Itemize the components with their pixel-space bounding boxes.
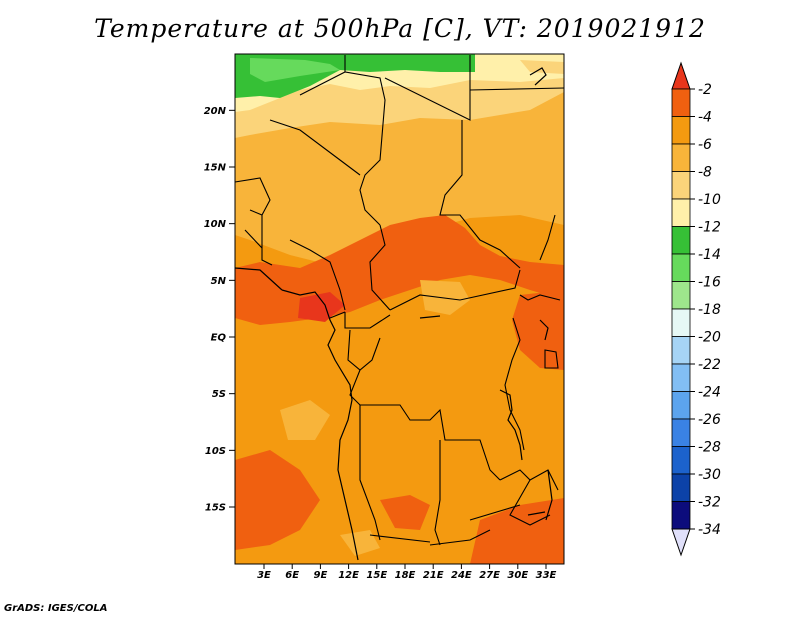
colorbar-label: -12 (698, 220, 721, 236)
colorbar-label: -20 (698, 330, 721, 346)
colorbar-label: -2 (698, 82, 712, 98)
lat-label: 15N (204, 162, 227, 173)
lon-label: 9E (314, 570, 328, 581)
colorbar-swatch (671, 446, 691, 475)
colorbar-swatch (671, 363, 691, 392)
zone-minus-2 (298, 292, 345, 322)
colorbar-label: -24 (698, 385, 721, 401)
colorbar-label: -26 (698, 412, 721, 428)
colorbar-swatch (671, 253, 691, 282)
lon-label: 15E (366, 570, 387, 581)
colorbar-legend: -2 -4 -6 -8 -10 -12 -14 -16 -18 -20 -22 -24 -26 -28 -3… (671, 61, 721, 557)
country-borders (234, 55, 565, 546)
zone-minus-4-se (470, 498, 564, 564)
temperature-field (235, 54, 564, 564)
colorbar-label: -14 (698, 247, 721, 263)
colorbar-label: -28 (698, 440, 721, 456)
colorbar-swatch (671, 281, 691, 310)
lat-label: 10S (205, 446, 226, 457)
lon-label: 27E (479, 570, 500, 581)
colorbar-top-arrow (671, 61, 691, 90)
colorbar-label: -34 (698, 522, 721, 538)
colorbar-label: -22 (698, 357, 721, 373)
colorbar-swatch (671, 88, 691, 117)
colorbar-swatch (671, 198, 691, 227)
zone-minus-8-angola (280, 400, 330, 440)
lat-label: 10N (204, 219, 227, 230)
lat-label: EQ (211, 333, 227, 344)
colorbar-label: -6 (698, 137, 712, 153)
zone-minus-4-sw (235, 450, 320, 550)
lon-label: 18E (395, 570, 416, 581)
zone-minus-4-lakes (512, 290, 564, 370)
zone-minus-8-south (340, 530, 380, 556)
colorbar-label: -32 (698, 495, 721, 511)
colorbar-swatch (671, 226, 691, 255)
colorbar-label: -18 (698, 302, 721, 318)
latitude-axis: 20N 15N 10N 5N EQ 5S 10S 15S (204, 106, 235, 514)
lon-label: 24E (451, 570, 472, 581)
lon-label: 12E (338, 570, 359, 581)
colorbar-label: -4 (698, 110, 712, 126)
zone-minus-4-s (380, 495, 430, 530)
zone-minus-10-ne (520, 60, 564, 74)
lon-label: 21E (423, 570, 444, 581)
lat-label: 5S (212, 389, 226, 400)
lat-label: 15S (205, 503, 226, 514)
longitude-axis: 3E 6E 9E 12E 15E 18E 21E 24E 27E 30E 33E (257, 564, 557, 581)
colorbar-label: -8 (698, 165, 712, 181)
coastline-and-lakes (234, 67, 553, 561)
colorbar-swatch (671, 391, 691, 420)
zone-minus-8-congo (420, 280, 470, 315)
colorbar-label: -10 (698, 192, 721, 208)
colorbar-swatch (671, 473, 691, 502)
lon-label: 6E (285, 570, 299, 581)
colorbar-swatch (671, 418, 691, 447)
colorbar-swatch (671, 143, 691, 172)
lon-label: 30E (507, 570, 528, 581)
lon-label: 33E (536, 570, 557, 581)
colorbar-swatch (671, 171, 691, 200)
colorbar-label: -30 (698, 467, 721, 483)
zone-minus-16 (250, 58, 340, 82)
lat-label: 5N (211, 276, 227, 287)
grads-credit: GrADS: IGES/COLA (4, 603, 108, 614)
map-title: Temperature at 500hPa [C], VT: 201902191… (94, 14, 706, 43)
plot-frame (234, 53, 565, 565)
colorbar-swatch (671, 308, 691, 337)
colorbar-swatch (671, 501, 691, 530)
colorbar-bottom-arrow (671, 528, 691, 557)
colorbar-swatch (671, 116, 691, 145)
colorbar-label: -16 (698, 275, 721, 291)
lat-label: 20N (204, 106, 227, 117)
lon-label: 3E (257, 570, 271, 581)
colorbar-swatch (671, 336, 691, 365)
